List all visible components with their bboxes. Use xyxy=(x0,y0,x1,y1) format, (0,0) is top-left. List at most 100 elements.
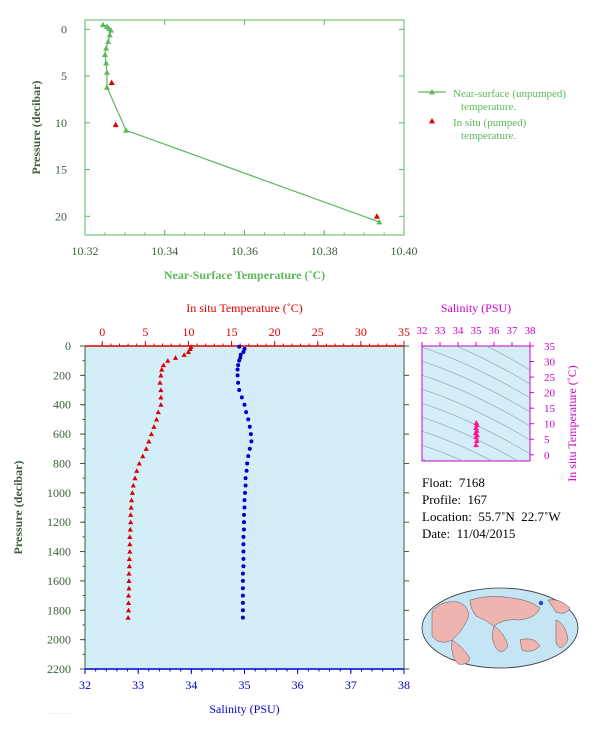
density-contour xyxy=(422,346,530,399)
y-tick-label: 20 xyxy=(55,209,67,223)
salinity-point xyxy=(241,534,246,539)
salinity-point xyxy=(240,571,245,576)
temperature-point xyxy=(160,362,167,368)
in-situ-point xyxy=(112,121,119,128)
salinity-point xyxy=(235,373,240,378)
temperature-point xyxy=(158,402,164,407)
temperature-point xyxy=(127,534,133,539)
float-number: Float: 7168 xyxy=(422,475,485,490)
date: Date: 11/04/2015 xyxy=(422,526,516,541)
salinity-point xyxy=(241,527,246,532)
salinity-point xyxy=(244,468,249,473)
y-tick-label: 15 xyxy=(55,163,67,177)
temperature-point xyxy=(158,394,164,400)
salinity-point xyxy=(241,512,246,517)
temperature-point xyxy=(129,490,136,495)
density-contour xyxy=(422,388,530,441)
temperature-point xyxy=(125,600,132,606)
salinity-point xyxy=(240,608,245,613)
y-axis-label: Pressure (decibar) xyxy=(29,81,43,175)
density-contour xyxy=(422,402,530,455)
salinity-point xyxy=(240,600,245,605)
near-surface-point xyxy=(103,84,110,90)
near-surface-line xyxy=(102,24,380,223)
temperature-point xyxy=(125,607,132,613)
salinity-point xyxy=(236,363,241,368)
profile-number: Profile: 167 xyxy=(422,492,487,507)
salinity-point xyxy=(241,349,246,354)
salinity-point xyxy=(240,593,245,598)
pressure-tick-label: 400 xyxy=(53,398,71,412)
legend-marker-in-situ xyxy=(429,118,435,124)
ts-x-tick-label: 38 xyxy=(525,325,537,337)
x-tick-label: 10.38 xyxy=(311,244,338,258)
salinity-point xyxy=(237,358,242,363)
legend-in-situ-label-2: temperature. xyxy=(461,130,517,142)
footer-note: · · · · · · · · · · · xyxy=(45,711,71,716)
temperature-point xyxy=(126,556,133,561)
temperature-point xyxy=(125,615,131,620)
x-axis-label: Near-Surface Temperature (˚C) xyxy=(164,268,325,282)
ts-x-tick-label: 36 xyxy=(489,325,501,337)
temperature-point xyxy=(187,346,193,352)
salinity-point xyxy=(240,615,245,620)
temp-tick-label: 0 xyxy=(99,325,105,339)
ts-y-axis-title: In situ Temperature (˚C) xyxy=(565,365,579,482)
salinity-point xyxy=(246,454,251,459)
salinity-point xyxy=(243,483,248,488)
ts-diagram: 32 33 34 35 36 37 38 Salinity (PSU) 0 5 10 15 20 25 30… xyxy=(417,301,580,482)
salinity-point xyxy=(243,490,248,495)
sal-tick-label: 32 xyxy=(79,678,91,692)
ts-y-tick-label: 20 xyxy=(544,388,556,400)
temperature-point xyxy=(185,349,192,354)
ts-y-tick-label: 35 xyxy=(544,341,556,353)
near-surface-point xyxy=(103,69,110,75)
salinity-axis-title: Salinity (PSU) xyxy=(209,702,279,716)
ts-point xyxy=(473,424,479,430)
x-tick-label: 10.32 xyxy=(72,244,99,258)
temperature-point xyxy=(165,358,171,363)
salinity-point xyxy=(242,498,247,503)
map-landmass xyxy=(555,619,569,648)
temperature-point xyxy=(146,438,152,444)
pressure-tick-label: 800 xyxy=(53,456,71,470)
sal-tick-label: 37 xyxy=(345,678,357,692)
salinity-point xyxy=(237,344,242,349)
pressure-tick-label: 1000 xyxy=(47,486,71,500)
temperature-point xyxy=(153,416,160,422)
temp-tick-label: 15 xyxy=(226,325,238,339)
ts-x-tick-label: 35 xyxy=(471,325,483,337)
temperature-point xyxy=(159,366,165,372)
sal-tick-label: 33 xyxy=(132,678,144,692)
salinity-point xyxy=(240,578,245,583)
x-tick-label: 10.34 xyxy=(151,244,178,258)
near-surface-point xyxy=(105,38,112,44)
ts-x-tick-label: 32 xyxy=(417,325,428,337)
salinity-point xyxy=(242,402,247,407)
salinity-point xyxy=(249,439,254,444)
pressure-tick-label: 600 xyxy=(53,427,71,441)
near-surface-point xyxy=(107,27,114,33)
temperature-point xyxy=(143,446,149,451)
density-contour xyxy=(422,430,493,461)
density-contour xyxy=(422,416,519,461)
temperature-point xyxy=(158,387,164,393)
ts-y-tick-label: 15 xyxy=(544,403,556,415)
density-contour xyxy=(422,360,530,413)
salinity-point xyxy=(239,395,244,400)
temperature-point xyxy=(128,512,134,517)
ts-point xyxy=(473,434,479,440)
ts-x-tick-label: 33 xyxy=(435,325,447,337)
y-tick-label: 0 xyxy=(61,22,67,36)
ts-x-tick-label: 37 xyxy=(507,325,519,337)
temp-tick-label: 25 xyxy=(312,325,324,339)
density-contour xyxy=(455,346,530,385)
pressure-tick-label: 1800 xyxy=(47,603,71,617)
salinity-point xyxy=(241,520,246,525)
temperature-point xyxy=(132,475,138,481)
profile-chart: 0 5 10 15 20 25 30 35 In situ Temperature (˚C) 32… xyxy=(11,301,410,716)
temperature-point xyxy=(134,468,140,473)
ts-x-tick-label: 34 xyxy=(453,325,465,337)
float-info: Float: 7168 Profile: 167 Location: 55.7˚… xyxy=(422,474,561,542)
